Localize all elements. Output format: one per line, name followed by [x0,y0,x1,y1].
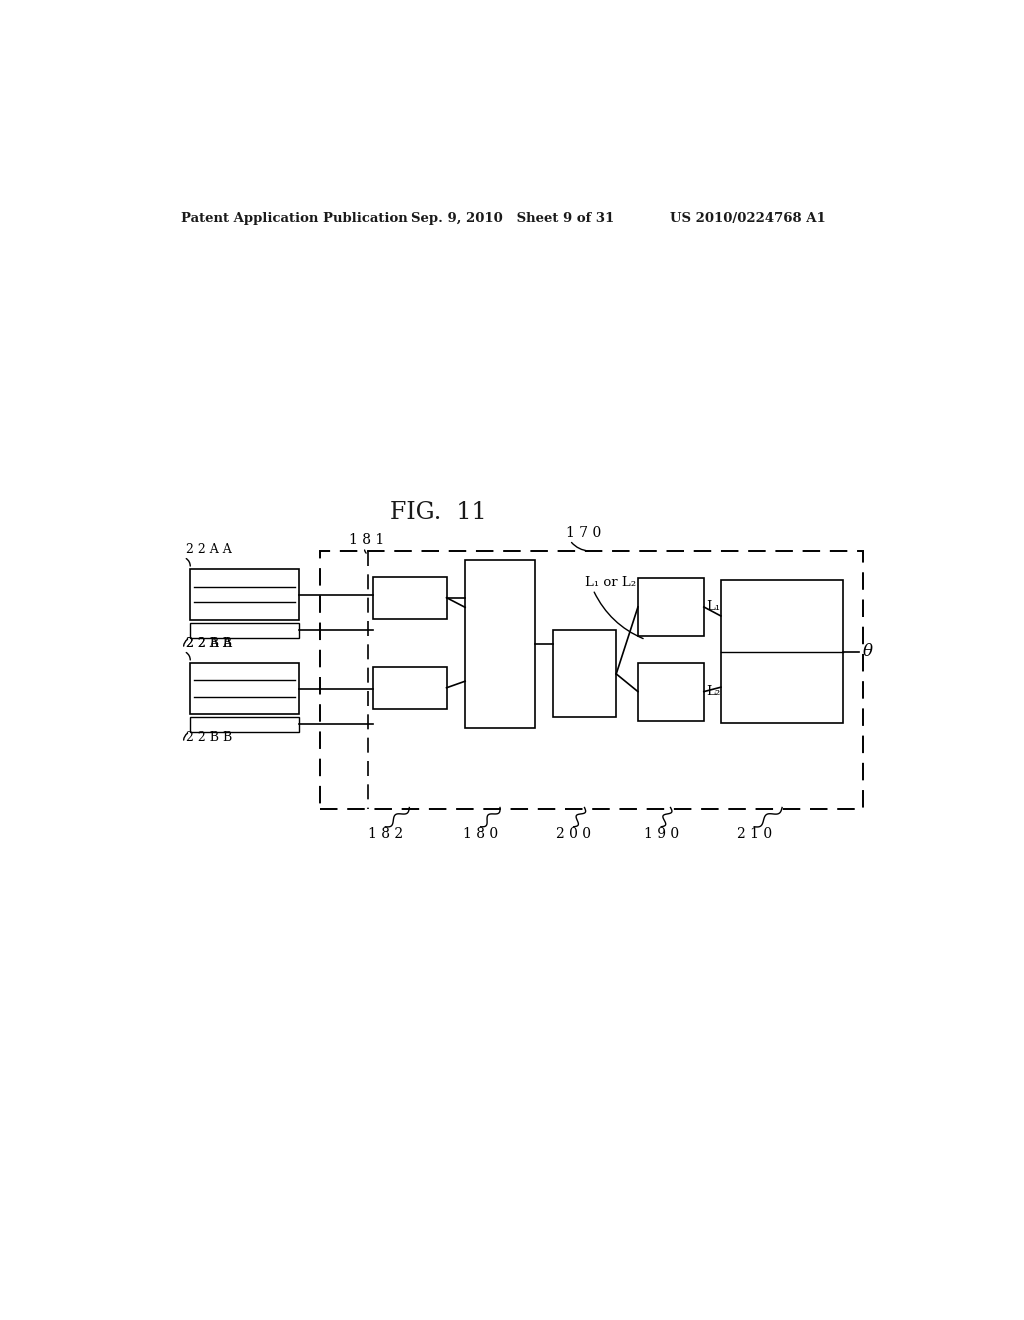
Text: 1 8 2: 1 8 2 [368,828,402,841]
Text: 1 9 0: 1 9 0 [644,828,679,841]
Text: Patent Application Publication: Patent Application Publication [180,213,408,224]
Bar [190,717,299,733]
Text: 2 0 0: 2 0 0 [556,828,591,841]
Text: 2 1 0: 2 1 0 [736,828,772,841]
Bar [638,578,703,636]
Text: 2 2 A B: 2 2 A B [186,636,232,649]
Bar [373,577,446,619]
Bar [190,623,299,638]
Text: L₁ or L₂: L₁ or L₂ [586,576,636,589]
Text: L₁: L₁ [707,601,720,614]
Bar [721,581,844,723]
Text: US 2010/0224768 A1: US 2010/0224768 A1 [671,213,826,224]
Bar [373,667,446,709]
Bar [465,560,535,729]
Text: θ: θ [862,643,872,660]
Text: FIG.  11: FIG. 11 [390,502,486,524]
Text: 2 2 B B: 2 2 B B [186,730,232,743]
Bar [321,552,862,809]
Text: Sep. 9, 2010   Sheet 9 of 31: Sep. 9, 2010 Sheet 9 of 31 [411,213,614,224]
Text: 1 8 0: 1 8 0 [463,828,499,841]
Text: L₂: L₂ [707,685,721,698]
Bar [190,663,299,714]
Bar [190,569,299,620]
Text: 1 7 0: 1 7 0 [566,527,601,540]
Text: 2 2 B A: 2 2 B A [186,638,232,651]
Bar [638,663,703,721]
Text: 2 2 A A: 2 2 A A [186,544,231,557]
Bar [553,631,616,718]
Text: 1 8 1: 1 8 1 [349,533,384,548]
